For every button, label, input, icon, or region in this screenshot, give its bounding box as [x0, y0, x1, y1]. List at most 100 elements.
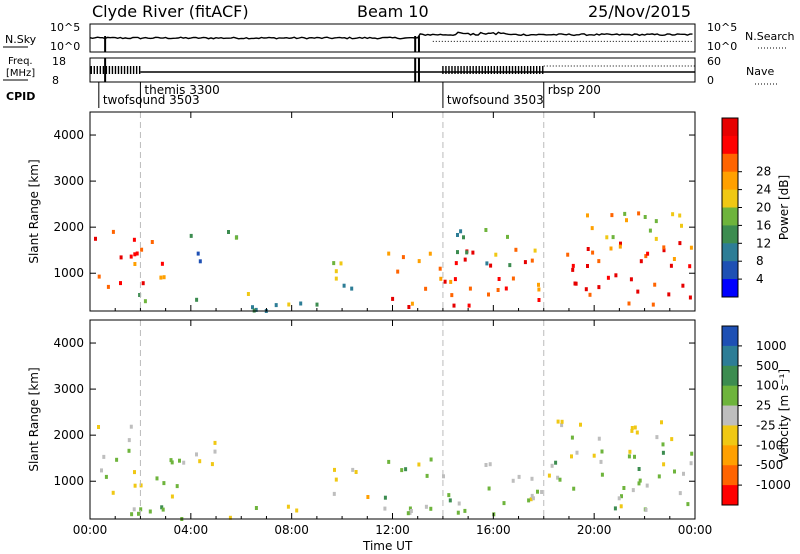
data-cell [631, 488, 635, 493]
colorbar-label: Velocity [m s⁻¹] [777, 369, 791, 462]
data-cell [597, 259, 601, 264]
x-tick-label: 00:00 [678, 523, 713, 537]
data-cell [657, 474, 661, 479]
freq-label-1: Freq. [8, 56, 33, 67]
data-cell [456, 510, 460, 515]
y-tick-label: 3000 [53, 382, 84, 396]
data-cell [688, 295, 692, 300]
data-cell [132, 507, 136, 512]
colorbar-swatch [722, 118, 738, 137]
colorbar-swatch [722, 189, 738, 208]
data-cell [404, 467, 408, 472]
colorbar-swatch [722, 225, 738, 244]
data-cell [669, 263, 673, 268]
data-cell [688, 264, 692, 269]
cpid-program-label: twofsound 3503 [447, 93, 544, 107]
data-cell [227, 230, 230, 234]
data-cell [514, 247, 518, 252]
colorbar-swatch [722, 485, 738, 506]
data-cell [334, 477, 338, 482]
data-cell [537, 287, 541, 292]
colorbar-tick-label: -1000 [756, 478, 791, 492]
data-cell [391, 296, 395, 301]
y-tick-label: 3000 [53, 174, 84, 188]
colorbar-swatch [722, 207, 738, 226]
freq-label-2: [MHz] [6, 68, 35, 79]
data-cell [459, 229, 463, 234]
data-cell [449, 279, 453, 284]
colorbar-swatch [722, 365, 738, 387]
data-cell [463, 508, 467, 513]
data-cell [456, 250, 459, 255]
data-cell [680, 223, 683, 228]
data-cell [606, 275, 610, 280]
data-cell [254, 506, 258, 510]
data-cell [660, 420, 663, 425]
data-cell [417, 462, 421, 467]
data-cell [646, 251, 650, 256]
data-cell [442, 474, 445, 479]
data-cell [484, 463, 488, 467]
nsky-label: N.Sky [5, 33, 37, 46]
data-cell [138, 293, 142, 297]
data-cell [678, 491, 682, 496]
data-cell [424, 286, 428, 291]
data-cell [295, 508, 299, 513]
data-cell [625, 218, 628, 223]
data-cell [662, 248, 666, 253]
data-cell [228, 515, 232, 520]
data-cell [170, 494, 174, 499]
data-cell [129, 254, 133, 259]
data-cell [635, 430, 639, 435]
colorbar-swatch [722, 261, 738, 280]
data-cell [417, 259, 421, 264]
data-cell [570, 435, 574, 440]
data-cell [111, 490, 115, 495]
data-cell [619, 504, 623, 509]
freq-tick-top: 18 [52, 55, 66, 68]
data-cell [654, 236, 658, 241]
data-cell [504, 286, 508, 291]
colorbar-swatch [722, 171, 738, 191]
data-cell [617, 496, 621, 501]
data-cell [630, 426, 634, 430]
data-cell [406, 511, 410, 516]
data-cell [465, 250, 469, 255]
x-tick-label: 04:00 [174, 523, 209, 537]
data-cell [484, 228, 488, 232]
data-cell [350, 286, 354, 291]
data-cell [387, 459, 391, 464]
data-cell [655, 435, 659, 440]
colorbar-tick-label: -100 [756, 438, 783, 452]
data-cell [508, 263, 512, 268]
data-cell [590, 226, 594, 231]
data-cell [452, 303, 456, 308]
data-cell [643, 215, 647, 219]
data-cell [517, 474, 521, 479]
nave-tick-top: 60 [707, 55, 721, 68]
data-cell [529, 497, 533, 502]
data-cell [610, 213, 614, 218]
data-cell [678, 241, 682, 246]
x-tick-label: 12:00 [375, 523, 410, 537]
data-cell [644, 254, 648, 259]
freq-panel: Freq. [MHz] 18 8 60 0 Nave [3, 55, 778, 87]
data-cell [496, 288, 500, 292]
nsky-tick-bottom: 10^0 [50, 40, 80, 53]
data-cell [574, 281, 578, 286]
colorbar-tick-label: 16 [756, 218, 771, 232]
data-cell [195, 452, 198, 457]
colorbar-swatch [722, 153, 738, 173]
data-cell [681, 283, 685, 288]
data-cell [614, 273, 618, 278]
data-cell [638, 478, 642, 483]
data-cell [162, 481, 166, 486]
data-cell [648, 228, 652, 233]
data-cell [637, 211, 641, 216]
data-cell [627, 454, 631, 459]
y-tick-label: 1000 [53, 266, 84, 280]
data-cell [622, 486, 626, 490]
data-cell [160, 505, 164, 510]
colorbar-swatch [722, 326, 738, 347]
